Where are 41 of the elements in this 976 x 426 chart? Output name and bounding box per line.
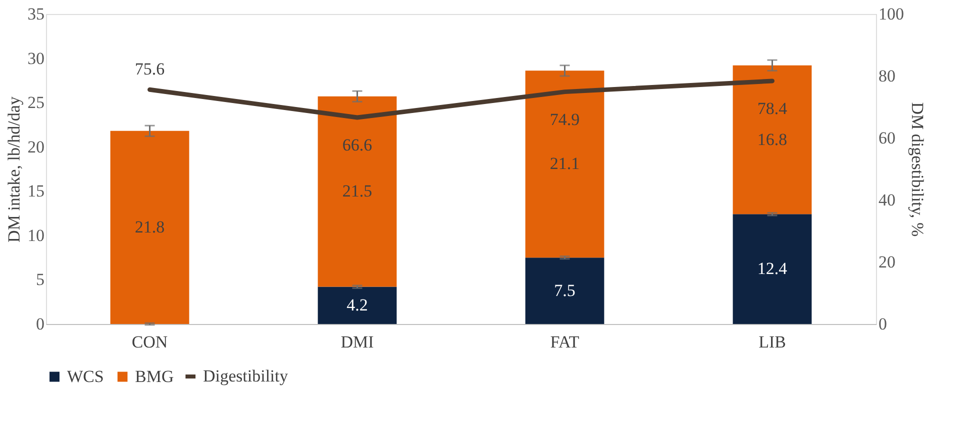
y-tick-label: 20 [28, 137, 44, 156]
bar [732, 65, 812, 214]
y2-tick-label: 0 [878, 314, 887, 334]
data-label: 66.6 [342, 136, 372, 155]
y2-tick-label: 100 [878, 4, 904, 24]
y-tick-label: 15 [28, 182, 44, 201]
y-tick-label: 0 [36, 314, 44, 334]
y2-tick-label: 20 [878, 252, 896, 272]
y2-axis-title: DM digestibility, % [908, 102, 927, 237]
data-label: 16.8 [757, 130, 788, 149]
bar [318, 96, 397, 287]
y-tick-label: 30 [28, 48, 44, 68]
bar [110, 130, 190, 324]
x-tick-label: FAT [550, 332, 580, 352]
data-label: 74.9 [550, 110, 580, 129]
y-tick-label: 5 [36, 270, 44, 290]
legend-label: BMG [135, 366, 174, 386]
x-tick-label: CON [132, 332, 168, 352]
y2-tick-label: 80 [878, 66, 896, 86]
data-label: 78.4 [757, 98, 788, 118]
data-label: 21.5 [342, 182, 372, 201]
y-tick-label: 25 [28, 93, 44, 112]
legend-label: Digestibility [203, 366, 288, 386]
x-tick-label: LIB [758, 332, 786, 352]
bar [525, 70, 604, 258]
y2-tick-label: 40 [878, 190, 896, 210]
bar [318, 286, 397, 324]
x-tick-label: DMI [340, 332, 374, 352]
data-label: 75.6 [134, 60, 165, 79]
y-tick-label: 10 [28, 226, 44, 245]
data-label: 21.1 [550, 154, 580, 174]
data-label: 4.2 [346, 295, 368, 314]
bar [732, 214, 812, 324]
legend-label: WCS [67, 366, 104, 386]
bar [525, 258, 604, 324]
y-axis-title: DM intake, lb/hd/day [4, 96, 24, 242]
data-label: 12.4 [757, 259, 788, 278]
y2-tick-label: 60 [878, 128, 896, 148]
data-label: 21.8 [134, 217, 165, 236]
data-label: 7.5 [554, 280, 576, 300]
y-tick-label: 35 [28, 4, 44, 24]
